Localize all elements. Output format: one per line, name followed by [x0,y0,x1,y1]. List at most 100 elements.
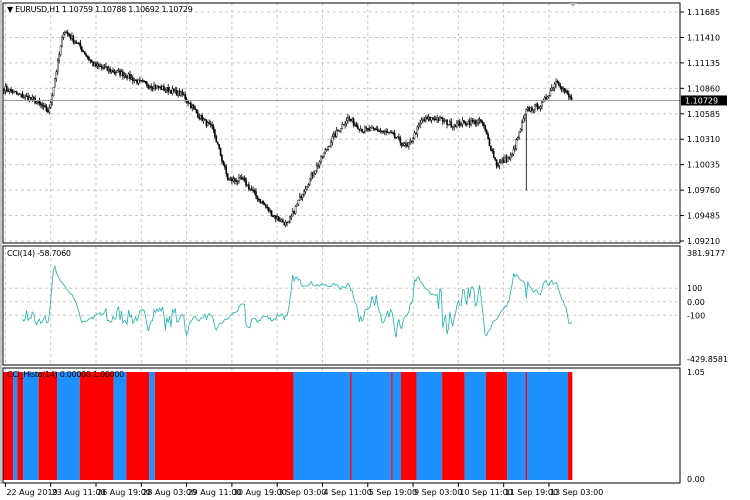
candle-body [362,131,365,133]
candle-body [260,201,263,203]
candle-body [263,203,266,206]
candle-body [255,191,257,196]
candle-body [185,98,188,102]
candle-body [487,134,489,140]
candle-body [30,97,32,100]
candle-body [92,61,94,67]
candle-body [273,215,276,217]
candle-body [150,86,153,88]
candle-body [6,86,8,91]
candle-body [256,195,259,200]
candle-body [307,184,310,187]
candle-body [403,143,406,146]
candle-body [511,153,513,156]
histogram-run-blue [57,372,80,480]
candle-body [417,124,420,128]
candle-body [494,157,496,160]
histogram-run-red [350,372,352,480]
candle-body [456,122,458,128]
candle-body [508,157,511,159]
time-axis-label: 3 Sep 03:00 [278,488,326,497]
candle-body [52,86,55,96]
candle-body [240,177,243,180]
candle-body [369,127,372,131]
candle-body [372,127,375,129]
histogram-run-blue [13,372,18,480]
candle-body [299,195,301,201]
histogram-run-red [79,372,114,480]
candle-body [88,57,90,60]
candle-body [408,142,410,147]
candle-body [361,128,363,133]
candle-body [190,102,192,108]
candle-body [331,136,334,143]
candle-body [61,37,63,47]
candle-body [35,101,38,104]
candle-body [21,93,24,98]
candle-body [151,87,154,89]
candle-body [171,88,174,94]
candle-body [436,117,438,121]
candle-body [341,124,344,129]
candle-body [291,211,294,217]
candle-body [117,70,120,72]
candle-body [518,131,521,138]
candle-body [27,96,29,101]
candle-body [318,161,321,166]
candle-body [509,154,512,159]
candle-body [79,42,82,48]
candle-body [65,32,68,34]
candle-body [371,127,373,129]
candle-body [49,102,52,108]
candle-body [458,121,461,126]
candle-body [325,149,328,151]
candle-body [122,71,124,77]
candle-body [525,109,528,115]
candle-body [170,90,172,94]
candle-body [324,149,327,154]
histogram-run-red [38,372,58,480]
candle-body [485,130,488,135]
candle-body [96,64,99,67]
candle-body [483,122,485,127]
candle-body [412,138,414,142]
candle-body [267,207,270,212]
pane-frame [2,367,681,484]
candle-body [284,221,287,226]
candle-body [194,107,196,110]
candle-body [556,80,559,83]
candle-body [301,193,304,199]
candle-body [382,131,385,133]
candle-body [516,137,519,140]
candle-body [235,180,237,182]
candle-body [388,132,390,134]
candle-body [328,145,331,147]
candle-body [106,66,109,71]
candle-body [212,126,215,130]
candle-body [286,221,288,224]
candle-body [381,130,383,133]
candle-body [202,119,205,122]
candle-body [368,128,370,131]
candle-body [226,173,229,180]
cci-level-label: 0.00 [687,298,705,307]
candle-body [115,72,117,74]
candle-body [113,71,116,74]
candle-body [119,70,121,76]
candle-body [20,93,22,95]
candle-body [379,130,382,133]
histogram-run-red [568,372,573,480]
candle-body [239,177,242,179]
candle-body [320,155,322,162]
candle-body [51,95,53,103]
price-tick-label: 1.09760 [687,186,720,195]
candle-body [167,87,169,93]
candle-body [378,130,380,132]
candle-body [342,124,345,126]
candle-body [7,90,10,92]
candle-body [310,174,312,179]
candle-body [409,140,412,143]
candle-body [127,73,130,79]
candle-body [182,94,185,96]
